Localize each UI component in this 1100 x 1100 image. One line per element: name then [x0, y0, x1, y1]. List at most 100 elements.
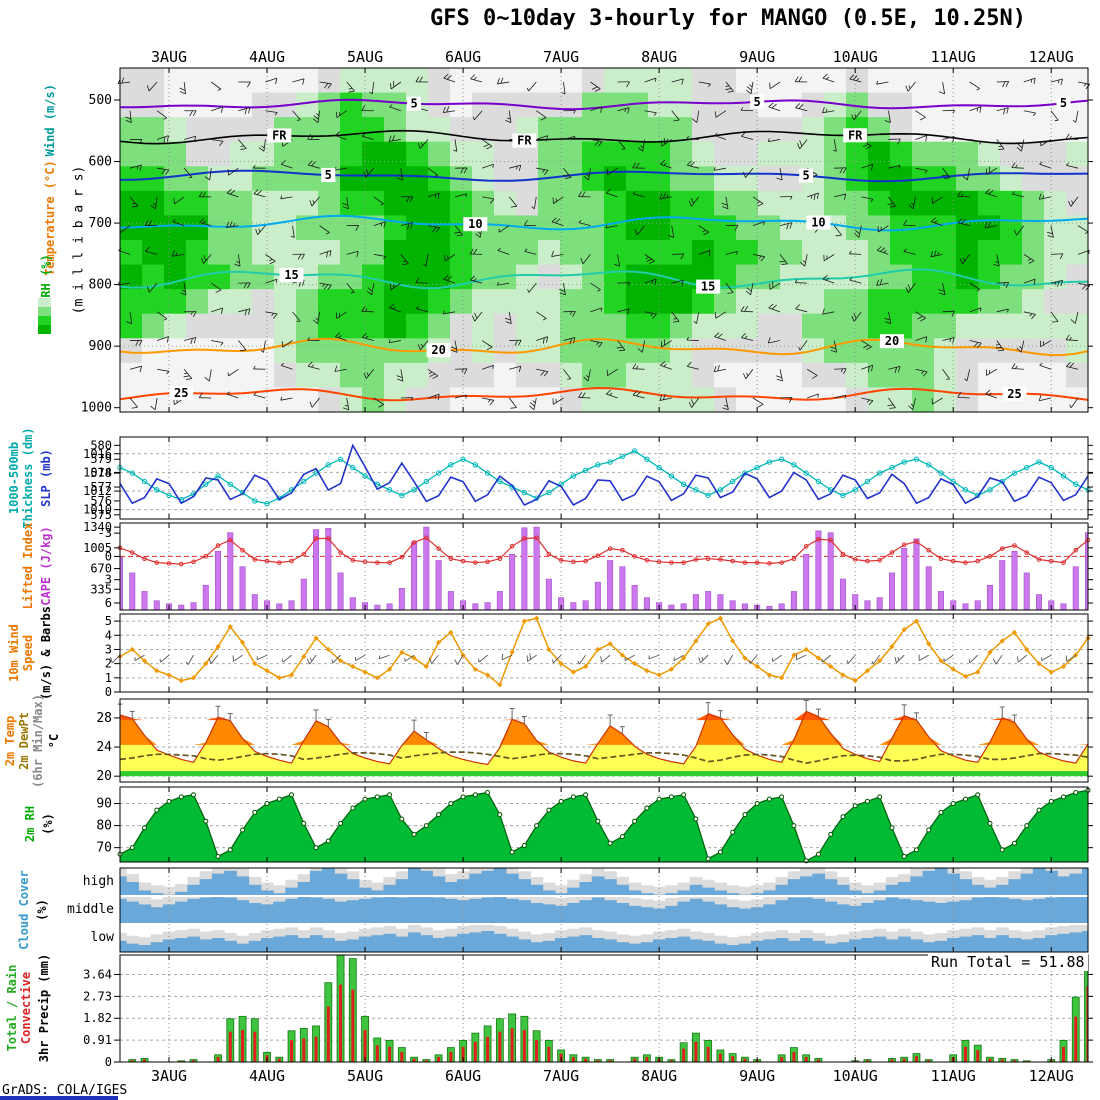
- wind10m-axis-label-2: Speed: [21, 634, 35, 672]
- x-axis-label-top: 12AUG: [1029, 48, 1074, 66]
- y-tick-label: 80: [96, 819, 112, 834]
- x-axis-label-bottom: 6AUG: [445, 1067, 481, 1085]
- y-tick-label: 600: [89, 155, 112, 170]
- minmax-axis-label: (6hr Min/Max): [31, 694, 45, 788]
- y-tick-label: 0: [105, 549, 112, 563]
- rh2m-unit-label: (%): [41, 813, 55, 835]
- y-tick-label: 577: [90, 480, 112, 494]
- temp2m-unit-label: °C: [47, 733, 61, 749]
- thickness-axis-label-1: 1000-500mb: [7, 441, 21, 515]
- y-tick-label: 1005: [83, 541, 112, 555]
- contour-label: 20: [885, 334, 899, 348]
- y-tick-label: 1010: [83, 503, 112, 517]
- millibars-axis-label: (m i l l i b a r s): [71, 165, 87, 315]
- run-total-text: Run Total = 51.88: [928, 953, 1088, 971]
- y-tick-label: 900: [89, 339, 112, 354]
- rh-colorbar-cell: [38, 316, 51, 325]
- y-tick-label: 20: [96, 769, 112, 784]
- panel-temp2m: 20 24 28: [96, 698, 1093, 784]
- wind-axis-label: Wind (m/s): [43, 84, 57, 157]
- y-tick-label: 3.64: [83, 967, 112, 981]
- contour-label: 5: [803, 169, 810, 183]
- x-axis-label-bottom: 5AUG: [347, 1067, 383, 1085]
- x-axis-label-top: 11AUG: [931, 48, 976, 66]
- x-axis-label-top: 9AUG: [739, 48, 775, 66]
- y-tick-label: 24: [96, 740, 112, 755]
- panel-cape-li: 1340 1005 670 335 -3 0 3 6: [83, 520, 1093, 611]
- y-tick-label: 1: [105, 671, 112, 685]
- y-tick-label: 5: [105, 614, 112, 628]
- wind10m-axis-label-1: 10m Wind: [7, 624, 21, 682]
- x-axis-label-top: 8AUG: [641, 48, 677, 66]
- precip-conv-axis-label: Convective: [19, 971, 33, 1045]
- x-axis-label-top: 4AUG: [249, 48, 285, 66]
- y-tick-label: 576: [90, 494, 112, 508]
- y-tick-label: 1000: [81, 401, 112, 416]
- grads-logo-bar: [0, 1096, 118, 1100]
- lifted-index-axis-label: Lifted Index: [21, 522, 35, 610]
- y-tick-label: 3: [105, 642, 112, 656]
- rh-axis-label: RH (%): [39, 254, 53, 298]
- thickness-axis-label-2: Thickness (dm): [21, 427, 35, 529]
- y-tick-label: 28: [96, 711, 112, 726]
- y-tick-label: 670: [90, 562, 112, 576]
- y-tick-label: 6: [105, 596, 112, 610]
- x-axis-label-bottom: 9AUG: [739, 1067, 775, 1085]
- y-tick-label: 3: [105, 573, 112, 587]
- contour-label: 20: [431, 343, 445, 357]
- cape-axis-label: CAPE (J/kg): [39, 526, 53, 606]
- y-tick-label: 2.73: [83, 989, 112, 1003]
- contour-label: 5: [325, 168, 332, 182]
- panel-upper-air: 5 5 5 FR FR FR 5 5 10 10 15 15 20 20 25 25 500 600 700 800 9…: [81, 67, 1093, 416]
- y-tick-label: 500: [89, 93, 112, 108]
- chart-title: GFS 0~10day 3-hourly for MANGO (0.5E, 10…: [430, 6, 1027, 31]
- x-axis-label-bottom: 7AUG: [543, 1067, 579, 1085]
- y-tick-label: 1340: [83, 520, 112, 534]
- cloud-cover-unit-label: (%): [35, 899, 49, 921]
- panel-rh2m: 70 80 90: [96, 786, 1093, 864]
- contour-label: 15: [701, 280, 715, 294]
- x-axis-label-top: 7AUG: [543, 48, 579, 66]
- cloud-row-label-high: high: [82, 874, 114, 889]
- y-tick-label: 578: [90, 466, 112, 480]
- x-axis-label-top: 5AUG: [347, 48, 383, 66]
- y-tick-label: 2: [105, 657, 112, 671]
- contour-label: FR: [272, 128, 287, 142]
- y-tick-label: 1012: [83, 484, 112, 498]
- x-axis-label-bottom: 12AUG: [1029, 1067, 1074, 1085]
- contour-label: 25: [1007, 387, 1021, 401]
- x-axis-label-bottom: 11AUG: [931, 1067, 976, 1085]
- y-tick-label: 580: [90, 438, 112, 452]
- x-axis-label-top: 6AUG: [445, 48, 481, 66]
- contour-label: FR: [848, 128, 863, 142]
- x-axis-label-bottom: 3AUG: [151, 1067, 187, 1085]
- contour-label: FR: [517, 134, 532, 148]
- y-tick-label: 70: [96, 841, 112, 856]
- cloud-row-label-low: low: [90, 930, 114, 945]
- panel-precip: 0 0.91 1.82 2.73 3.64: [83, 954, 1093, 1069]
- x-axis-label-top: 3AUG: [151, 48, 187, 66]
- y-tick-label: 0: [105, 1055, 112, 1069]
- x-axis-label-bottom: 4AUG: [249, 1067, 285, 1085]
- slp-axis-label: SLP (mb): [39, 449, 53, 507]
- y-tick-label: 579: [90, 452, 112, 466]
- precip-total-axis-label: Total / Rain: [5, 964, 19, 1052]
- rh-colorbar: [38, 298, 51, 334]
- contour-label: 5: [754, 95, 761, 109]
- y-tick-label: 1.82: [83, 1011, 112, 1025]
- y-tick-label: 800: [89, 278, 112, 293]
- dewpt-axis-label: 2m DewPt: [17, 712, 31, 770]
- x-axis-labels: 3AUG 3AUG 4AUG 4AUG 5AUG 5AUG 6AUG 6AUG 7AUG 7AUG…: [151, 48, 1074, 1085]
- x-axis-label-bottom: 10AUG: [833, 1067, 878, 1085]
- panel-cloud: [119, 867, 1089, 953]
- precip-axis-label: 3hr Precip (mm): [37, 953, 51, 1063]
- rh-colorbar-cell: [38, 307, 51, 316]
- contour-label: 5: [1060, 96, 1067, 110]
- contour-label: 15: [284, 268, 298, 282]
- x-axis-label-top: 10AUG: [833, 48, 878, 66]
- x-axis-label-bottom: 8AUG: [641, 1067, 677, 1085]
- cloud-row-label-middle: middle: [67, 902, 114, 917]
- upper-air-axis-label: Temperature (°C)Wind (m/s): [43, 82, 57, 278]
